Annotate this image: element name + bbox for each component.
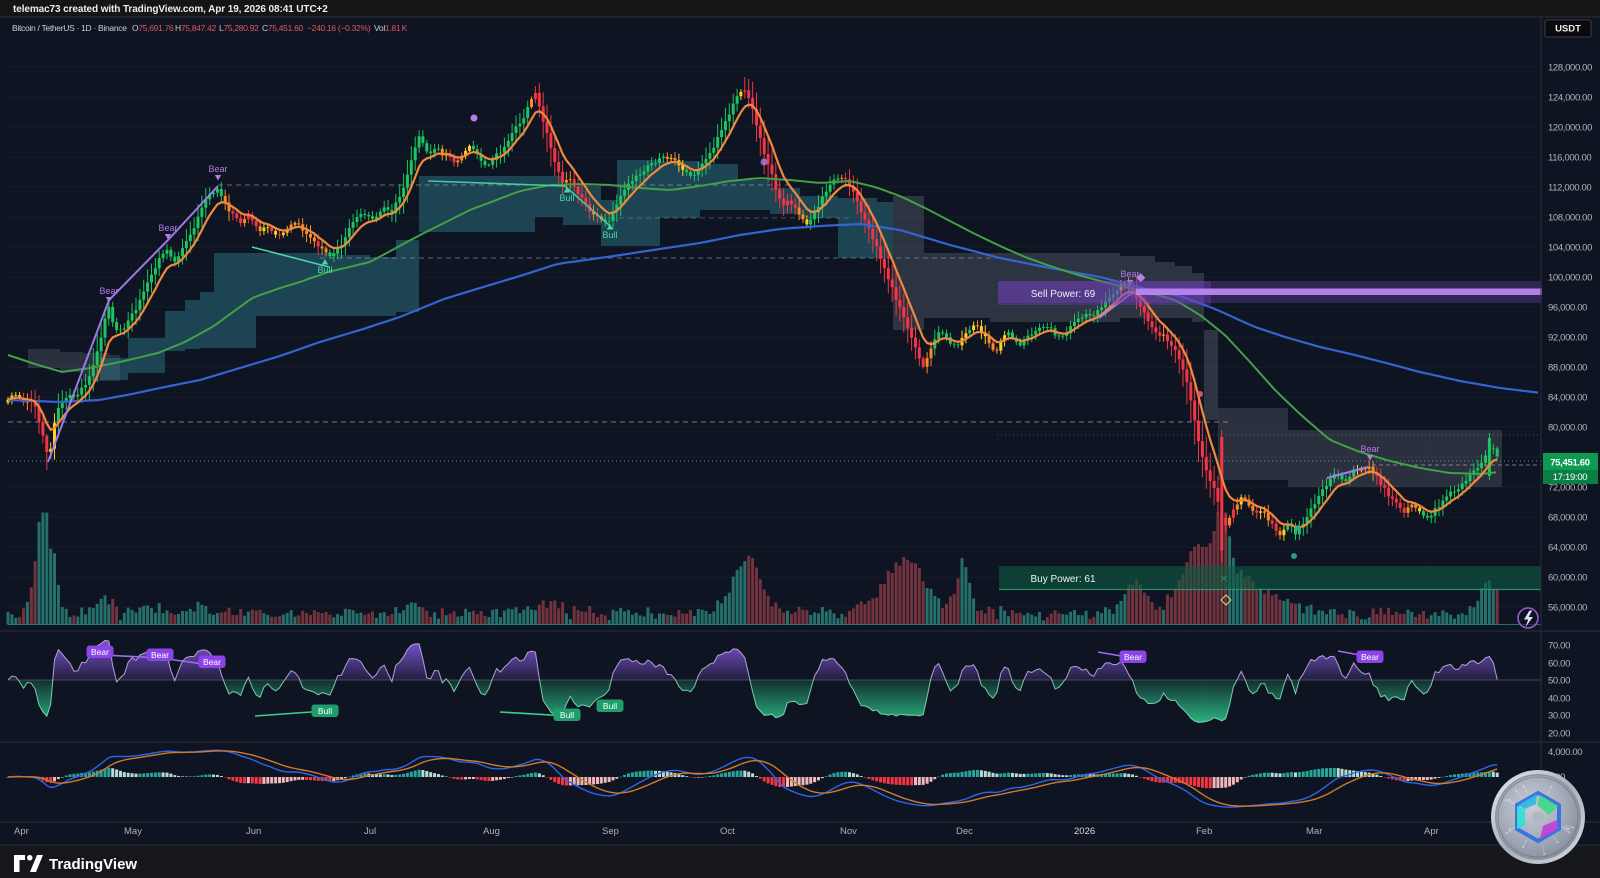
svg-text:92,000.00: 92,000.00: [1548, 333, 1587, 344]
svg-text:96,000.00: 96,000.00: [1548, 303, 1587, 314]
svg-text:Bull: Bull: [602, 230, 617, 240]
svg-text:Aug: Aug: [483, 826, 500, 837]
svg-text:88,000.00: 88,000.00: [1548, 363, 1587, 374]
svg-text:104,000.00: 104,000.00: [1548, 243, 1592, 254]
svg-text:124,000.00: 124,000.00: [1548, 93, 1592, 104]
svg-text:56,000.00: 56,000.00: [1548, 603, 1587, 614]
svg-text:112,000.00: 112,000.00: [1548, 183, 1591, 194]
svg-text:C75,451.60: C75,451.60: [262, 23, 304, 33]
svg-text:84,000.00: 84,000.00: [1548, 393, 1587, 404]
svg-text:2026: 2026: [1074, 826, 1095, 837]
svg-text:L75,280.92: L75,280.92: [219, 23, 259, 33]
svg-text:Bull: Bull: [317, 265, 332, 275]
svg-text:TradingView: TradingView: [49, 856, 137, 873]
svg-text:100,000.00: 100,000.00: [1548, 273, 1592, 284]
svg-text:20.00: 20.00: [1548, 729, 1570, 740]
svg-text:May: May: [124, 826, 142, 837]
svg-text:Bitcoin / TetherUS · 1D · Bina: Bitcoin / TetherUS · 1D · Binance: [12, 23, 127, 33]
svg-text:Bear: Bear: [158, 223, 177, 233]
svg-text:Bear: Bear: [1124, 652, 1142, 662]
svg-text:Bull: Bull: [559, 193, 574, 203]
svg-text:75,451.60: 75,451.60: [1550, 458, 1590, 469]
svg-text:Bear: Bear: [203, 657, 221, 667]
svg-text:120,000.00: 120,000.00: [1548, 123, 1592, 134]
svg-text:Apr: Apr: [14, 826, 29, 837]
svg-text:Mar: Mar: [1306, 826, 1322, 837]
svg-text:Bear: Bear: [1361, 652, 1379, 662]
svg-text:4,000.00: 4,000.00: [1548, 747, 1582, 758]
svg-text:Bear: Bear: [1360, 444, 1379, 454]
svg-text:Jul: Jul: [364, 826, 376, 837]
svg-text:40.00: 40.00: [1548, 694, 1570, 705]
svg-text:Buy Power: 61: Buy Power: 61: [1030, 574, 1095, 585]
svg-text:70.00: 70.00: [1548, 641, 1570, 652]
svg-text:64,000.00: 64,000.00: [1548, 543, 1587, 554]
svg-text:−240.16 (−0.32%): −240.16 (−0.32%): [307, 23, 371, 33]
svg-text:Sep: Sep: [602, 826, 619, 837]
svg-text:Bull: Bull: [318, 706, 332, 716]
svg-text:Bear: Bear: [91, 647, 109, 657]
svg-text:30.00: 30.00: [1548, 711, 1570, 722]
svg-text:17:19:00: 17:19:00: [1553, 472, 1588, 483]
svg-text:USDT: USDT: [1555, 24, 1581, 35]
svg-text:Bear: Bear: [208, 164, 227, 174]
svg-text:Vol1.81 K: Vol1.81 K: [374, 23, 408, 33]
svg-text:O75,691.76: O75,691.76: [132, 23, 174, 33]
svg-text:Bull: Bull: [603, 701, 617, 711]
svg-text:68,000.00: 68,000.00: [1548, 513, 1587, 524]
svg-text:Oct: Oct: [720, 826, 735, 837]
svg-text:telemac73 created with Trading: telemac73 created with TradingView.com, …: [13, 4, 328, 15]
svg-text:Bull: Bull: [560, 710, 574, 720]
svg-text:Bear: Bear: [151, 650, 169, 660]
svg-text:50.00: 50.00: [1548, 676, 1570, 687]
svg-text:72,000.00: 72,000.00: [1548, 483, 1587, 494]
svg-text:Bear: Bear: [1120, 269, 1139, 279]
svg-text:Sell Power: 69: Sell Power: 69: [1031, 289, 1096, 300]
svg-text:Dec: Dec: [956, 826, 973, 837]
svg-text:Apr: Apr: [1424, 826, 1439, 837]
svg-text:Jun: Jun: [246, 826, 261, 837]
svg-text:60,000.00: 60,000.00: [1548, 573, 1587, 584]
svg-text:Feb: Feb: [1196, 826, 1212, 837]
svg-text:80,000.00: 80,000.00: [1548, 423, 1587, 434]
svg-text:108,000.00: 108,000.00: [1548, 213, 1592, 224]
svg-text:60.00: 60.00: [1548, 659, 1570, 670]
svg-text:Nov: Nov: [840, 826, 857, 837]
svg-text:116,000.00: 116,000.00: [1548, 153, 1591, 164]
svg-text:128,000.00: 128,000.00: [1548, 63, 1592, 74]
svg-text:Bear: Bear: [99, 286, 118, 296]
svg-text:✕: ✕: [1129, 288, 1137, 298]
svg-text:H75,847.42: H75,847.42: [175, 23, 217, 33]
